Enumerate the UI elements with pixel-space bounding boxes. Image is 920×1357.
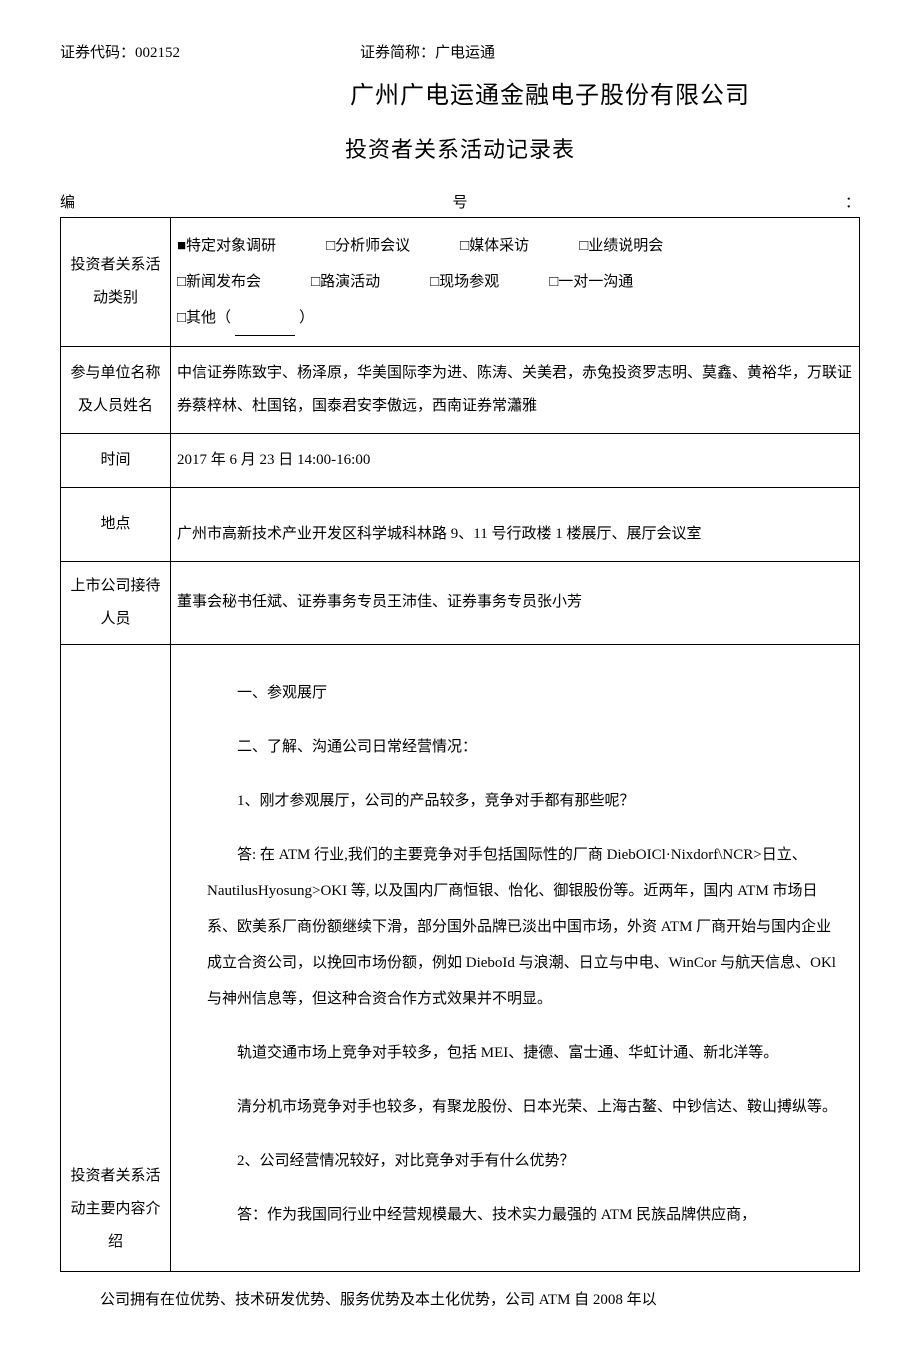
question-1: 1、刚才参观展厅，公司的产品较多，竞争对手都有那些呢？ — [207, 783, 843, 819]
category-row: 投资者关系活动类别 ■特定对象调研 □分析师会议 □媒体采访 □业绩说明会 □新… — [61, 217, 860, 346]
reception-value: 董事会秘书任斌、证券事务专员王沛佳、证券事务专员张小芳 — [171, 561, 860, 644]
checkbox-media-interview: □媒体采访 — [460, 228, 529, 264]
securities-code: 证券代码：002152 — [60, 40, 180, 67]
participants-row: 参与单位名称及人员姓名 中信证券陈致宇、杨泽原，华美国际李为进、陈涛、关美君，赤… — [61, 346, 860, 433]
serial-number-row: 编 号 ： — [60, 190, 860, 217]
main-table: 投资者关系活动类别 ■特定对象调研 □分析师会议 □媒体采访 □业绩说明会 □新… — [60, 217, 860, 1272]
checkbox-specific-research: ■特定对象调研 — [177, 228, 276, 264]
time-label: 时间 — [61, 433, 171, 487]
checkbox-one-on-one: □一对一沟通 — [549, 264, 633, 300]
checkbox-site-visit: □现场参观 — [430, 264, 499, 300]
section-1: 一、参观展厅 — [207, 675, 843, 711]
answer-1-p2: 轨道交通市场上竞争对手较多，包括 MEI、捷德、富士通、华虹计通、新北洋等。 — [207, 1035, 843, 1071]
header-row: 证券代码：002152 证券简称：广电运通 — [60, 40, 860, 67]
participants-label: 参与单位名称及人员姓名 — [61, 346, 171, 433]
content-value: 一、参观展厅 二、了解、沟通公司日常经营情况： 1、刚才参观展厅，公司的产品较多… — [171, 644, 860, 1271]
answer-1-p1: 答: 在 ATM 行业,我们的主要竞争对手包括国际性的厂商 DiebOICl·N… — [207, 837, 843, 1017]
category-content: ■特定对象调研 □分析师会议 □媒体采访 □业绩说明会 □新闻发布会 □路演活动… — [171, 217, 860, 346]
time-row: 时间 2017 年 6 月 23 日 14:00-16:00 — [61, 433, 860, 487]
content-row: 投资者关系活动主要内容介绍 一、参观展厅 二、了解、沟通公司日常经营情况： 1、… — [61, 644, 860, 1271]
reception-row: 上市公司接待人员 董事会秘书任斌、证券事务专员王沛佳、证券事务专员张小芳 — [61, 561, 860, 644]
checkbox-press-conference: □新闻发布会 — [177, 264, 261, 300]
time-value: 2017 年 6 月 23 日 14:00-16:00 — [171, 433, 860, 487]
category-label: 投资者关系活动类别 — [61, 217, 171, 346]
participants-value: 中信证券陈致宇、杨泽原，华美国际李为进、陈涛、关美君，赤兔投资罗志明、莫鑫、黄裕… — [171, 346, 860, 433]
serial-right: ： — [845, 190, 860, 217]
location-value: 广州市高新技术产业开发区科学城科林路 9、11 号行政楼 1 楼展厅、展厅会议室 — [171, 487, 860, 561]
checkbox-performance-briefing: □业绩说明会 — [579, 228, 663, 264]
reception-label: 上市公司接待人员 — [61, 561, 171, 644]
checkbox-other-prefix: □其他（ — [177, 300, 231, 336]
checkbox-analyst-meeting: □分析师会议 — [326, 228, 410, 264]
answer-1-p3: 清分机市场竞争对手也较多，有聚龙股份、日本光荣、上海古鳌、中钞信达、鞍山搏纵等。 — [207, 1089, 843, 1125]
serial-left: 编 — [60, 190, 75, 217]
section-2: 二、了解、沟通公司日常经营情况： — [207, 729, 843, 765]
document-title: 投资者关系活动记录表 — [60, 130, 860, 170]
other-blank — [235, 300, 295, 336]
checkbox-roadshow: □路演活动 — [311, 264, 380, 300]
footer-continuation: 公司拥有在位优势、技术研发优势、服务优势及本土化优势，公司 ATM 自 2008… — [60, 1284, 860, 1317]
company-title: 广州广电运通金融电子股份有限公司 — [240, 75, 860, 118]
location-label: 地点 — [61, 487, 171, 561]
checkbox-other-suffix: ） — [299, 300, 314, 336]
question-2: 2、公司经营情况较好，对比竞争对手有什么优势？ — [207, 1143, 843, 1179]
location-row: 地点 广州市高新技术产业开发区科学城科林路 9、11 号行政楼 1 楼展厅、展厅… — [61, 487, 860, 561]
serial-mid: 号 — [452, 190, 467, 217]
content-label: 投资者关系活动主要内容介绍 — [61, 644, 171, 1271]
location-text: 广州市高新技术产业开发区科学城科林路 9、11 号行政楼 1 楼展厅、展厅会议室 — [177, 526, 701, 542]
securities-short-name: 证券简称：广电运通 — [360, 40, 495, 67]
answer-2-p1: 答：作为我国同行业中经营规模最大、技术实力最强的 ATM 民族品牌供应商， — [207, 1197, 843, 1233]
